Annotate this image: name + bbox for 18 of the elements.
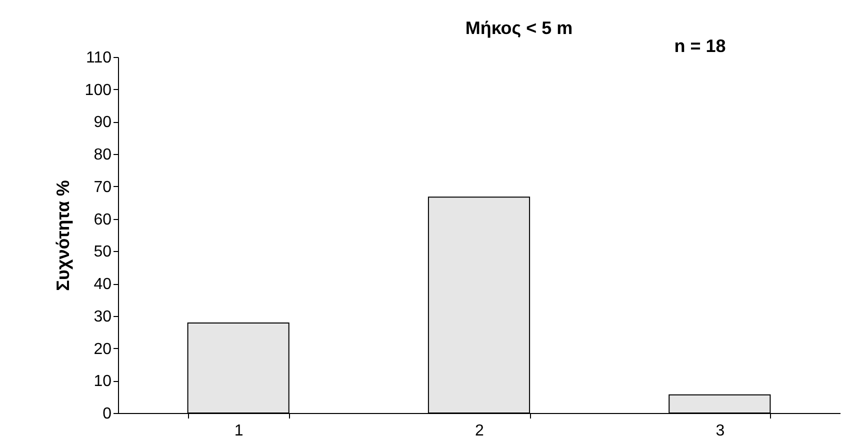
y-tick-label: 0 <box>102 406 112 422</box>
y-tick-label: 30 <box>94 308 112 326</box>
x-tick-label: 3 <box>716 422 725 439</box>
y-axis-title: Συχνότητα % <box>52 180 73 291</box>
y-tick-label: 60 <box>94 211 112 228</box>
text: n = 18 <box>674 36 726 56</box>
y-tick-label: 100 <box>84 82 112 99</box>
y-tick-label: 20 <box>94 340 112 358</box>
y-tick-label: 70 <box>94 178 112 196</box>
y-tick-label: 110 <box>86 50 112 66</box>
y-tick-label: 10 <box>94 373 112 390</box>
y-tick-label: 90 <box>94 114 112 132</box>
y-tick-label: 40 <box>94 276 112 294</box>
y-tick-label: 50 <box>94 244 112 261</box>
y-tick-label: 80 <box>94 146 112 164</box>
chart-title: Μήκος < 5 m <box>465 18 573 38</box>
x-tick-label: 2 <box>475 422 484 439</box>
x-tick-label: 1 <box>234 422 244 439</box>
